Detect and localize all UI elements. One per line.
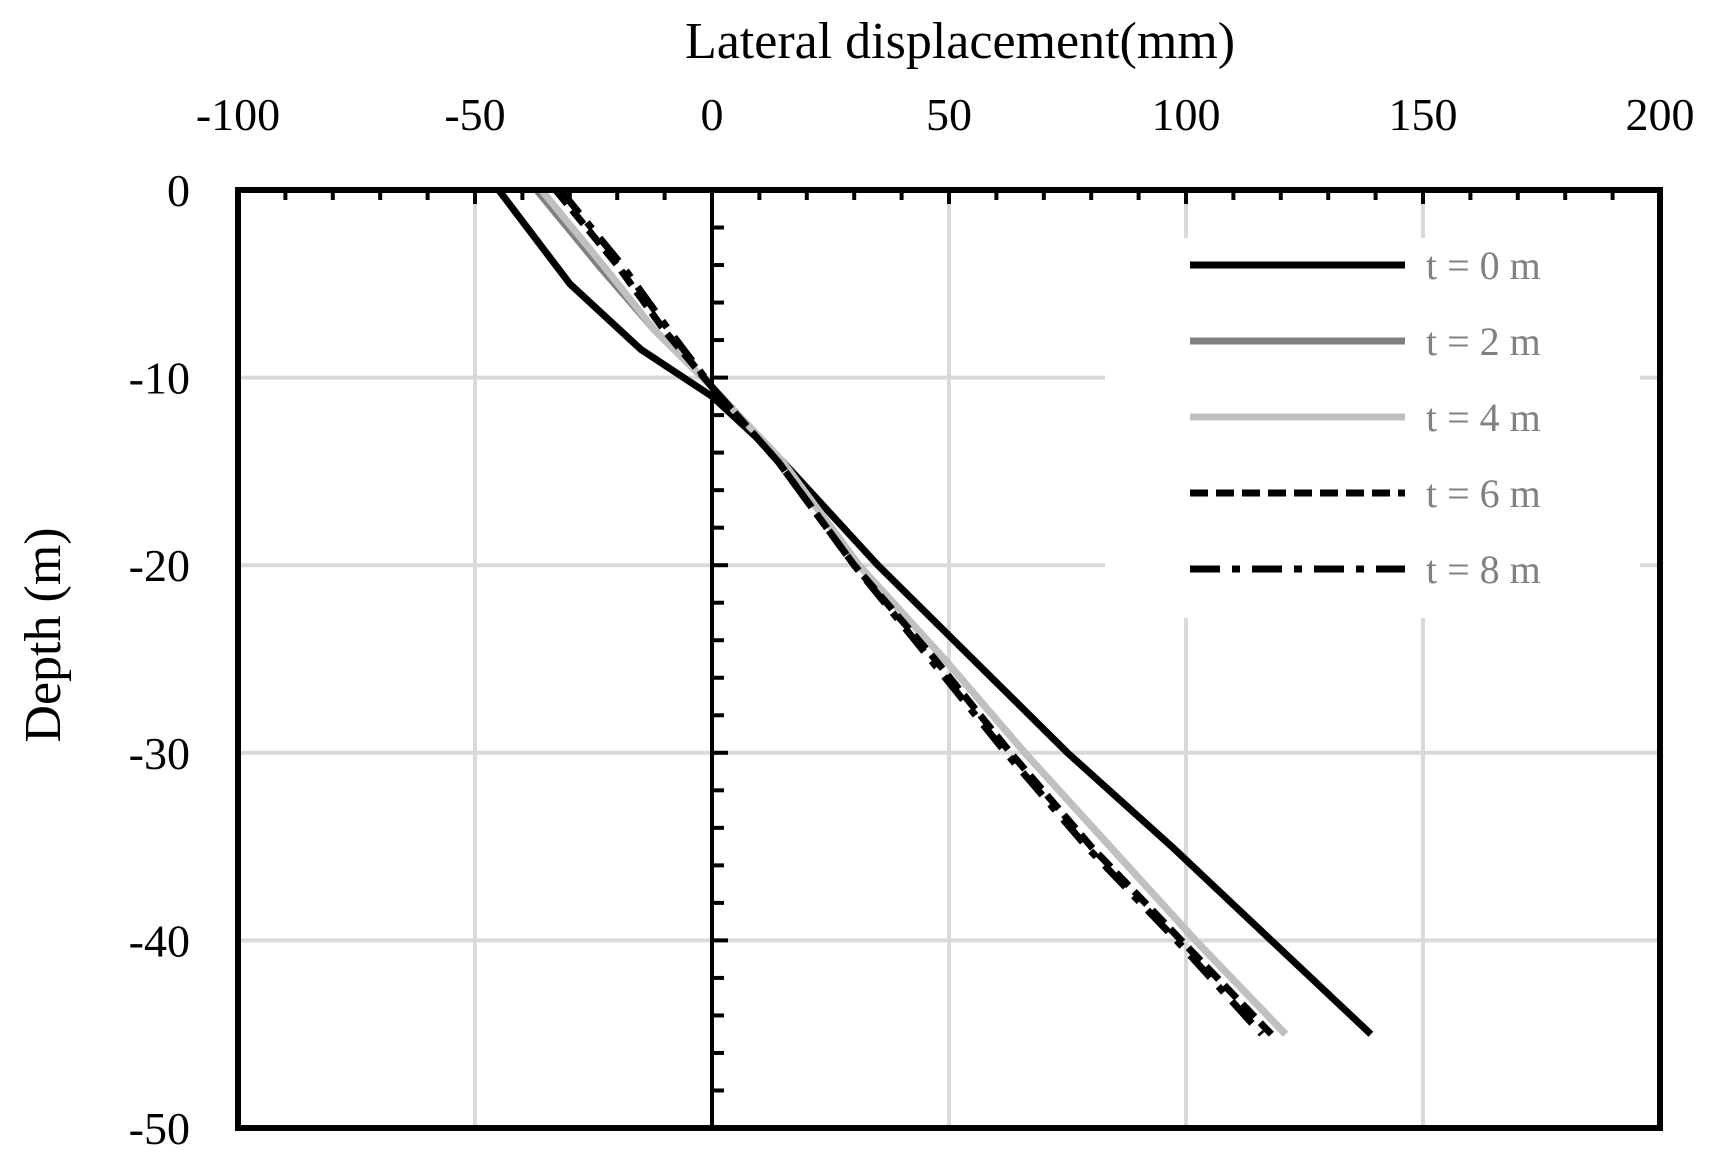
x-tick-label: 50 [926,89,972,140]
legend-label: t = 6 m [1426,471,1541,516]
y-axis-title: Depth (m) [15,527,72,742]
series-lines [495,187,1374,1037]
axis-labels: Lateral displacement(mm) Depth (m) -100-… [15,13,1695,1154]
y-tick-label: -40 [129,915,190,966]
plot-frame [235,187,1663,1131]
x-tick-label: -50 [444,89,505,140]
legend: t = 0 m t = 2 m t = 4 m t = 6 m t = 8 m [1105,238,1640,618]
y-tick-label: -20 [129,540,190,591]
x-axis-title: Lateral displacement(mm) [685,13,1235,70]
legend-label: t = 4 m [1426,395,1541,440]
x-tick-label: -100 [196,89,280,140]
legend-label: t = 0 m [1426,243,1541,288]
series-line [557,187,1265,1037]
y-tick-label: 0 [167,165,190,216]
series-line [495,187,1374,1037]
legend-label: t = 2 m [1426,319,1541,364]
legend-background [1105,238,1640,618]
plot-border [235,187,1663,1131]
legend-label: t = 8 m [1426,547,1541,592]
y-tick-label: -50 [129,1103,190,1154]
y-tick-label: -10 [129,353,190,404]
series-line [538,187,1289,1037]
x-tick-label: 0 [701,89,724,140]
x-tick-label: 200 [1626,89,1695,140]
x-tick-label: 150 [1389,89,1458,140]
y-tick-label: -30 [129,728,190,779]
x-tick-label: 100 [1152,89,1221,140]
